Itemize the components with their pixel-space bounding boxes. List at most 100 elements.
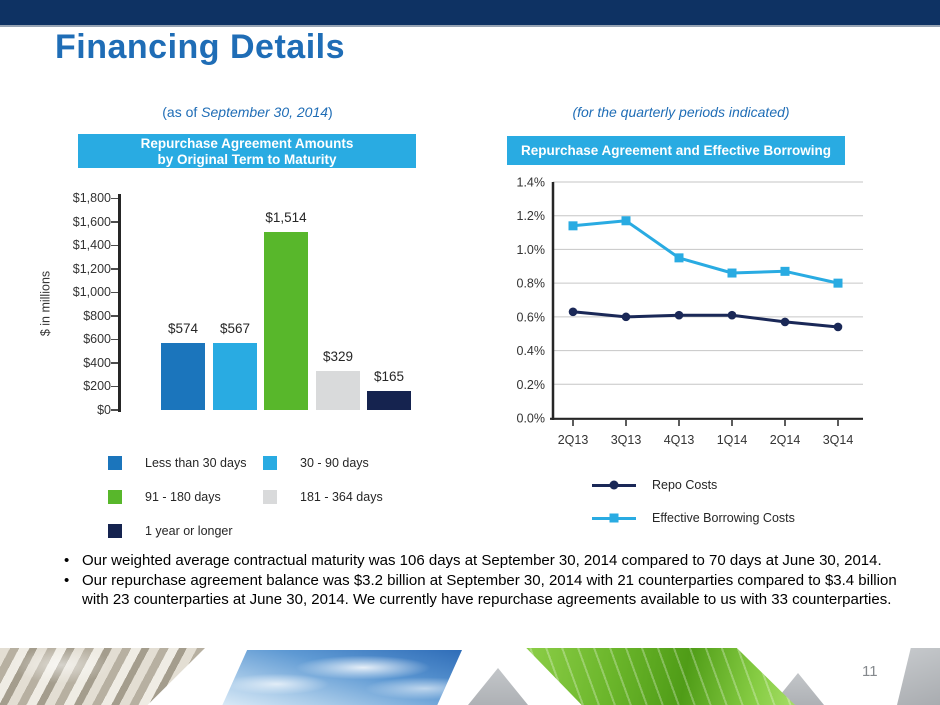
y-tick-label: $1,800: [72, 191, 111, 205]
caption-text: (for the quarterly periods indicated): [572, 104, 790, 120]
y-tick-label: $200: [83, 379, 111, 393]
y-tick-mark: [111, 409, 118, 411]
bar-91---180-days: [264, 232, 308, 410]
y-axis-line: [118, 194, 121, 412]
circle-marker: [833, 322, 843, 332]
y-tick-label: $800: [83, 308, 111, 323]
bar-181---364-days: [316, 371, 360, 410]
gray-parallelogram-decoration: [897, 648, 940, 705]
rope-image: [0, 648, 205, 705]
y-tick-label: $1,600: [72, 214, 111, 229]
square-marker: [727, 268, 737, 278]
legend-swatch: [263, 489, 277, 504]
legend-circle-marker: [609, 480, 619, 490]
legend-swatch: [108, 489, 122, 504]
banner-line-1: Repurchase Agreement Amounts: [140, 136, 354, 151]
legend-label: 91 - 180 days: [145, 489, 221, 504]
legend-item-91---180-days: 91 - 180 days: [108, 489, 221, 504]
bar-value-label: $165: [373, 368, 405, 384]
page-number: 11: [862, 663, 878, 680]
legend-label: Repo Costs: [652, 478, 718, 492]
y-tick-label: $0: [97, 402, 111, 417]
x-tick-label: 3Q14: [823, 433, 854, 447]
y-tick-label: 0.2%: [517, 378, 546, 392]
right-chart-title-banner: Repurchase Agreement and Effective Borro…: [507, 136, 845, 187]
bar-value-label: $329: [322, 349, 354, 365]
banner-line-2: by Original Term to Maturity: [157, 152, 337, 167]
legend-square-marker: [609, 513, 619, 523]
legend-item-181---364-days: 181 - 364 days: [263, 489, 383, 504]
series-line-repo-costs: [572, 310, 839, 329]
legend-swatch: [108, 455, 122, 470]
y-tick-mark: [111, 221, 118, 223]
left-chart-caption: (as of September 30, 2014): [35, 104, 460, 120]
legend-item-30---90-days: 30 - 90 days: [263, 455, 369, 470]
circle-marker: [568, 307, 578, 317]
left-chart-title-banner: Repurchase Agreement Amounts by Original…: [78, 134, 416, 168]
y-tick-label: 1.0%: [517, 243, 546, 257]
y-tick-label: 1.2%: [517, 209, 546, 223]
legend-label: 30 - 90 days: [300, 455, 369, 470]
square-marker: [621, 216, 631, 226]
y-tick-mark: [111, 244, 118, 247]
footer-decoration: [0, 645, 940, 705]
y-tick-label: 0.4%: [517, 344, 546, 358]
y-tick-mark: [111, 338, 118, 341]
legend-swatch: [108, 523, 122, 538]
bar-value-label: $574: [167, 320, 199, 336]
y-tick-mark: [111, 291, 118, 294]
square-marker: [568, 221, 578, 231]
legend-line-sample: [592, 513, 636, 523]
y-tick-label: $400: [83, 355, 111, 370]
leaf-image: [526, 648, 795, 705]
banner-line-1: Repurchase Agreement and Effective Borro…: [520, 143, 832, 187]
series-line-effective-borrowing-costs: [572, 219, 839, 285]
y-tick-label: $1,000: [72, 285, 111, 299]
gray-triangle-decoration: [468, 668, 528, 705]
y-tick-label: 1.4%: [517, 176, 546, 190]
bar-30---90-days: [213, 343, 257, 410]
x-tick-label: 4Q13: [664, 433, 695, 447]
circle-marker: [727, 310, 737, 320]
right-chart-caption: (for the quarterly periods indicated): [481, 104, 881, 120]
y-tick-label: 0.8%: [517, 277, 546, 291]
line-chart: 0.0% 0.2% 0.4% 0.6% 0.8% 1.0% 1.2% 1.4% 2Q13 3Q13…: [517, 176, 863, 447]
circle-marker: [674, 310, 684, 320]
y-tick-label: $1,200: [72, 261, 111, 276]
y-tick-mark: [111, 315, 118, 317]
y-tick-mark: [111, 197, 118, 200]
y-tick-label: $1,400: [72, 238, 111, 252]
y-tick-label: $600: [83, 332, 111, 346]
x-tick-label: 2Q14: [770, 433, 801, 447]
y-tick-label: 0.0%: [517, 412, 546, 426]
caption-prefix: (as of: [162, 104, 202, 120]
y-tick-label: 0.6%: [517, 310, 546, 324]
legend-item-1-year-or-longer: 1 year or longer: [108, 523, 233, 538]
legend-line-sample: [592, 480, 636, 490]
y-tick-mark: [111, 385, 118, 388]
bullet-item: Our weighted average contractual maturit…: [58, 551, 910, 571]
bullet-list: Our weighted average contractual maturit…: [58, 551, 910, 610]
square-marker: [780, 266, 790, 276]
legend-item-repo-costs: Repo Costs: [592, 477, 717, 493]
bullet-item: Our repurchase agreement balance was $3.…: [58, 571, 910, 610]
y-tick-mark: [111, 362, 118, 364]
caption-date: September 30, 2014: [201, 104, 329, 120]
bar-chart: $ in millions $0 $200 $400 $600 $800 $1,000 $1…: [35, 190, 465, 440]
x-tick-label: 2Q13: [558, 433, 589, 447]
circle-marker: [780, 317, 790, 327]
legend-item-less-than-30-days: Less than 30 days: [108, 455, 246, 470]
legend-label: Less than 30 days: [145, 455, 247, 470]
square-marker: [833, 278, 843, 288]
bar-less-than-30-days: [161, 342, 205, 410]
x-tick-label: 3Q13: [611, 433, 642, 447]
circle-marker: [621, 312, 631, 322]
legend-label: Effective Borrowing Costs: [652, 511, 795, 525]
x-tick-label: 1Q14: [717, 433, 748, 447]
bar-value-label: $567: [219, 321, 251, 337]
sky-image: [222, 650, 462, 705]
legend-label: 1 year or longer: [145, 523, 233, 538]
y-tick-mark: [111, 268, 118, 270]
